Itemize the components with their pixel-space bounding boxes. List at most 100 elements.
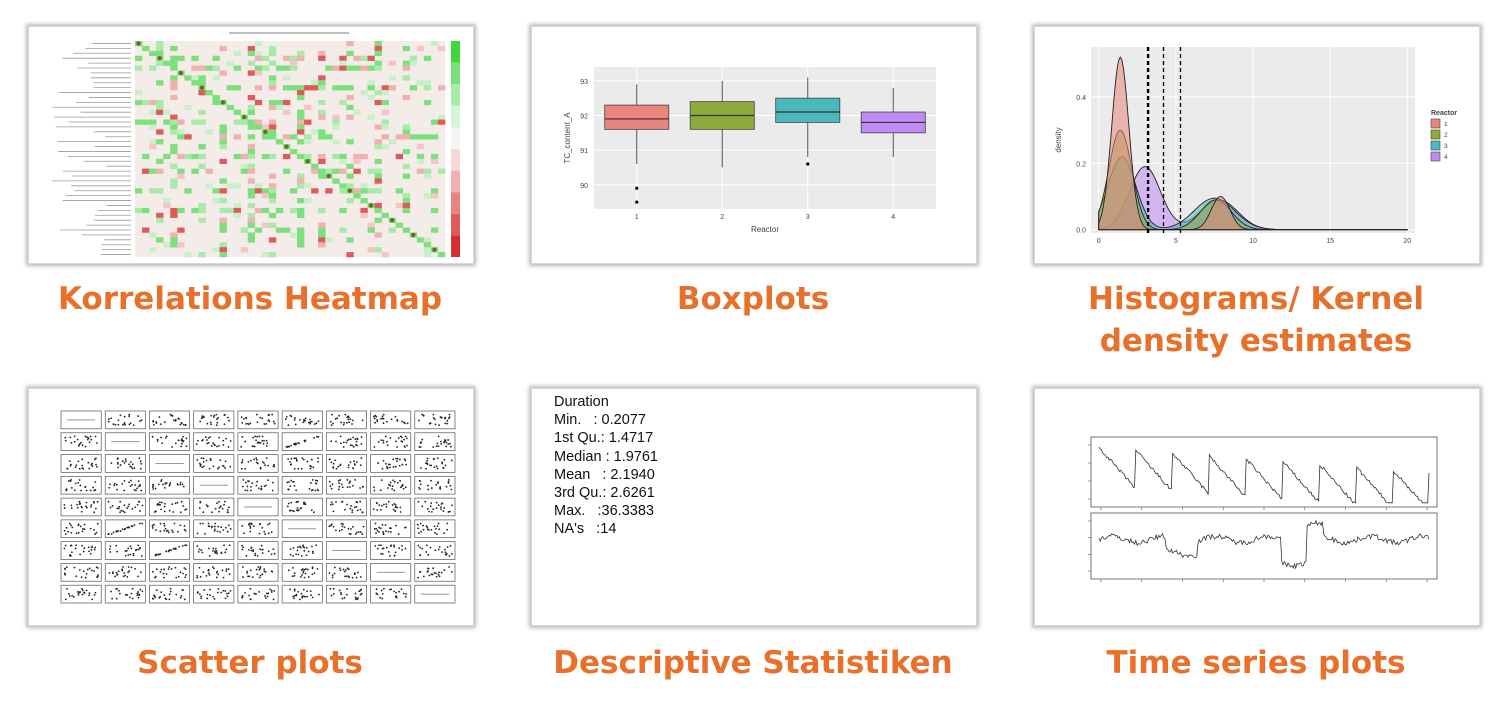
scatter-point [167,531,170,534]
scatter-points [151,479,185,490]
scatter-point [345,575,348,578]
heatmap-cell [219,198,227,204]
scatter-point [196,532,199,535]
heatmap-cell [170,45,178,52]
scatter-point [267,523,269,526]
heatmap-cell [170,65,178,71]
scatter-point [88,550,90,553]
scatter-point [128,463,130,466]
scatter-point [302,588,305,591]
scatter-point [346,439,349,442]
heatmap-cell [304,153,312,160]
scatter-point [330,440,333,443]
scatter-point [248,548,250,551]
scatter-point [334,418,337,420]
scatter-point [377,462,380,464]
scatter-points [241,566,274,579]
scatter-point [334,459,337,462]
scatter-point [139,510,141,512]
scatter-point [440,503,443,505]
scatter-point [293,418,296,421]
scatter-points [375,587,407,600]
heatmap-cell [282,227,291,233]
heatmap-cell [339,227,347,233]
scatter-point [259,442,262,444]
scatter-point [251,576,254,579]
scatter-point [198,507,201,509]
scatter-point [339,442,342,445]
scatter-point [248,575,251,578]
heatmap-cell [318,168,326,174]
scatter-point [76,438,79,441]
scatter-point [436,457,439,460]
scatter-point [139,420,141,423]
scatter-point [350,505,352,507]
heatmap-cell [149,168,157,174]
scatter-point [139,588,142,591]
heatmap-cell [346,183,354,189]
scatter-point [210,423,212,426]
scatter-point [442,466,445,469]
scatter-point [227,446,230,448]
scatter-point [403,458,406,461]
scatter-point [385,530,387,532]
scatter-point [241,548,244,551]
scatter-point [152,483,154,486]
scatter-points [108,566,142,578]
scatter-point [77,481,80,484]
scatter-point [296,500,299,503]
scatter-points [416,522,449,535]
scatter-point [396,446,398,448]
scatter-point [84,445,87,448]
scatter-point [86,438,89,441]
heatmap-cell [156,168,164,174]
scatter-point [94,591,97,594]
kde-x-tick-label: 5 [1174,238,1178,245]
scatter-point [261,549,264,551]
heatmap-cell [409,134,418,140]
scatter-point [345,569,347,571]
scatter-point [88,594,90,597]
scatter-cell [237,410,279,430]
scatter-point [421,438,424,441]
scatter-point [134,506,137,509]
scatter-point [373,528,376,530]
scatter-cell [281,563,323,582]
scatter-points [417,500,453,513]
scatter-point [427,484,429,487]
scatter-point [71,594,74,597]
scatter-point [393,590,395,593]
scatter-point [394,551,397,554]
scatter-point [70,554,72,557]
scatter-point [400,588,403,590]
scatter-point [159,522,162,525]
scatter-point [267,464,270,467]
scatter-point [263,440,265,442]
scatter-point [141,522,144,525]
scatter-point [384,524,387,526]
scatter-points [107,413,143,427]
scatter-point [404,526,406,529]
scatter-point [168,509,171,512]
scatter-points [289,544,318,557]
scatter-point [175,593,178,596]
box-y-tick-label: 91 [580,148,588,155]
heatmap-cell [198,90,206,96]
box-x-tick-label: 4 [891,214,895,221]
heatmap-cell [163,198,171,204]
heatmap-cell [149,247,157,253]
scatter-point [64,568,66,571]
scatter-point [244,489,247,492]
scatter-point [219,459,222,462]
heatmap-cell [346,65,354,71]
scatter-point [208,467,211,470]
scatter-point [242,479,245,481]
scatter-point [389,437,392,439]
scatter-point [430,573,433,576]
scatter-point [361,533,364,535]
scatter-point [127,505,130,508]
scatter-point [402,487,405,490]
scatter-point [263,568,266,571]
scatter-point [290,501,293,504]
heatmap-cell [325,134,333,140]
